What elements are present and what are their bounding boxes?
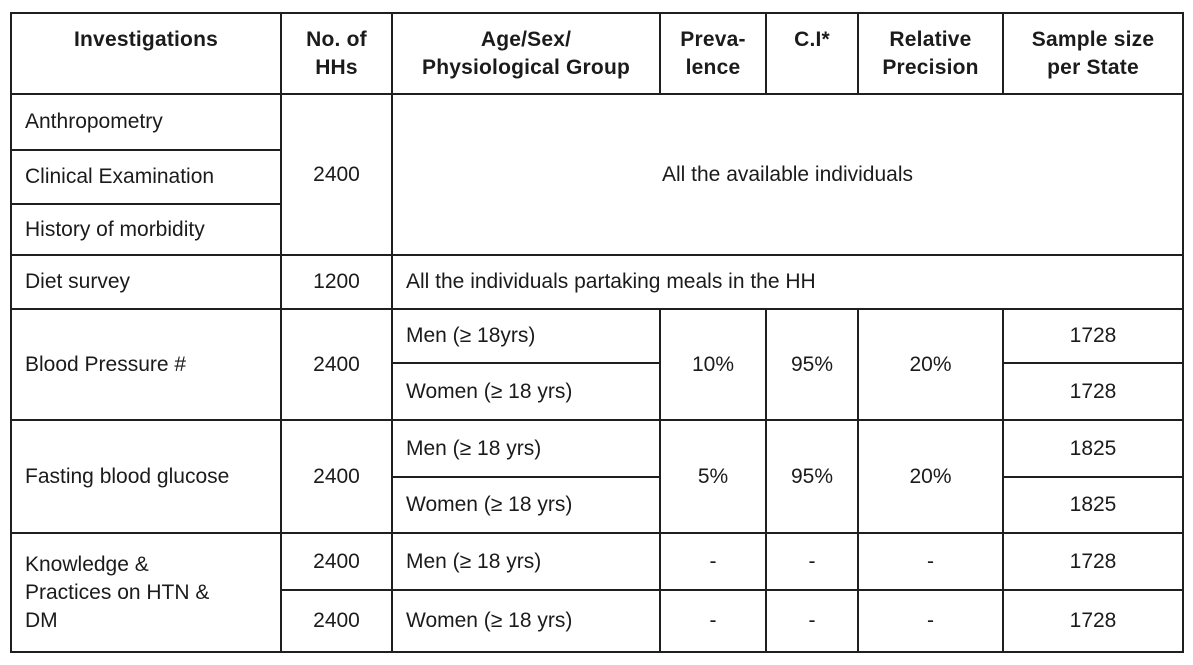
table-row-anthropometry: Anthropometry 2400 All the available ind… [10, 93, 1184, 256]
table-row-diet-survey: Diet survey 1200 All the individuals par… [10, 254, 1184, 310]
cell-ci-fbg: 95% [765, 419, 859, 534]
cell-hhs-blood-pressure: 2400 [280, 308, 393, 421]
cell-prevalence-fbg: 5% [659, 419, 767, 534]
cell-prevalence-knowledge-men: - [659, 532, 767, 591]
cell-sample-fbg-men: 1825 [1002, 419, 1184, 478]
cell-sample-bp-women: 1728 [1002, 362, 1184, 421]
cell-hhs-fasting-glucose: 2400 [280, 419, 393, 534]
cell-relative-precision-bp: 20% [857, 308, 1004, 421]
table-row-history-of-morbidity: History of morbidity [10, 203, 1183, 256]
cell-investigation-knowledge-practices: Knowledge & Practices on HTN & DM [10, 532, 282, 653]
cell-coverage-diet-survey: All the individuals partaking meals in t… [391, 254, 1184, 310]
col-header-sample-size-per-state: Sample size per State [1002, 12, 1184, 95]
col-header-ci: C.I* [765, 12, 859, 95]
cell-sample-knowledge-women: 1728 [1002, 589, 1184, 653]
cell-hhs-knowledge-men: 2400 [280, 532, 393, 591]
col-header-investigations: Investigations [10, 12, 282, 95]
cell-investigation-fasting-glucose: Fasting blood glucose [10, 419, 282, 534]
col-header-prevalence: Preva- lence [659, 12, 767, 95]
cell-ci-knowledge-men: - [765, 532, 859, 591]
table-row-knowledge-women: 2400 Women (≥ 18 yrs) - - - 1728 [11, 589, 1184, 653]
cell-group-knowledge-women: Women (≥ 18 yrs) [391, 589, 661, 653]
cell-investigation-anthropometry: Anthropometry [10, 93, 282, 151]
table-row-blood-pressure-women: Women (≥ 18 yrs) 1728 [11, 362, 1184, 421]
cell-relative-precision-knowledge-women: - [857, 589, 1004, 653]
col-header-age-sex-group: Age/Sex/ Physiological Group [391, 12, 661, 95]
cell-group-bp-women: Women (≥ 18 yrs) [391, 362, 661, 421]
cell-relative-precision-knowledge-men: - [857, 532, 1004, 591]
cell-sample-fbg-women: 1825 [1002, 476, 1184, 534]
col-header-no-of-hhs: No. of HHs [280, 12, 393, 95]
cell-coverage-group1: All the available individuals [391, 93, 1184, 256]
table-row-blood-pressure-men: Blood Pressure # 2400 Men (≥ 18yrs) 10% … [10, 308, 1184, 421]
cell-relative-precision-fbg: 20% [857, 419, 1004, 534]
cell-investigation-blood-pressure: Blood Pressure # [10, 308, 282, 421]
table-row-fasting-glucose-men: Fasting blood glucose 2400 Men (≥ 18 yrs… [10, 419, 1184, 534]
cell-hhs-diet-survey: 1200 [280, 254, 393, 310]
cell-hhs-group1: 2400 [280, 93, 393, 256]
cell-group-bp-men: Men (≥ 18yrs) [391, 308, 661, 364]
cell-investigation-diet-survey: Diet survey [10, 254, 282, 310]
cell-prevalence-knowledge-women: - [659, 589, 767, 653]
header-row: Investigations No. of HHs Age/Sex/ Physi… [10, 12, 1184, 95]
cell-ci-bp: 95% [765, 308, 859, 421]
cell-prevalence-bp: 10% [659, 308, 767, 421]
table-row-clinical-examination: Clinical Examination [10, 149, 1183, 205]
col-header-relative-precision: Relative Precision [857, 12, 1004, 95]
sampling-plan-table: Investigations No. of HHs Age/Sex/ Physi… [10, 12, 1184, 653]
table-row-knowledge-men: Knowledge & Practices on HTN & DM 2400 M… [10, 532, 1184, 653]
cell-investigation-clinical-examination: Clinical Examination [10, 149, 282, 205]
cell-group-knowledge-men: Men (≥ 18 yrs) [391, 532, 661, 591]
cell-sample-knowledge-men: 1728 [1002, 532, 1184, 591]
table-row-fasting-glucose-women: Women (≥ 18 yrs) 1825 [11, 476, 1184, 534]
cell-ci-knowledge-women: - [765, 589, 859, 653]
cell-group-fbg-men: Men (≥ 18 yrs) [391, 419, 661, 478]
cell-group-fbg-women: Women (≥ 18 yrs) [391, 476, 661, 534]
cell-sample-bp-men: 1728 [1002, 308, 1184, 364]
cell-investigation-history-of-morbidity: History of morbidity [10, 203, 282, 256]
cell-hhs-knowledge-women: 2400 [280, 589, 393, 653]
